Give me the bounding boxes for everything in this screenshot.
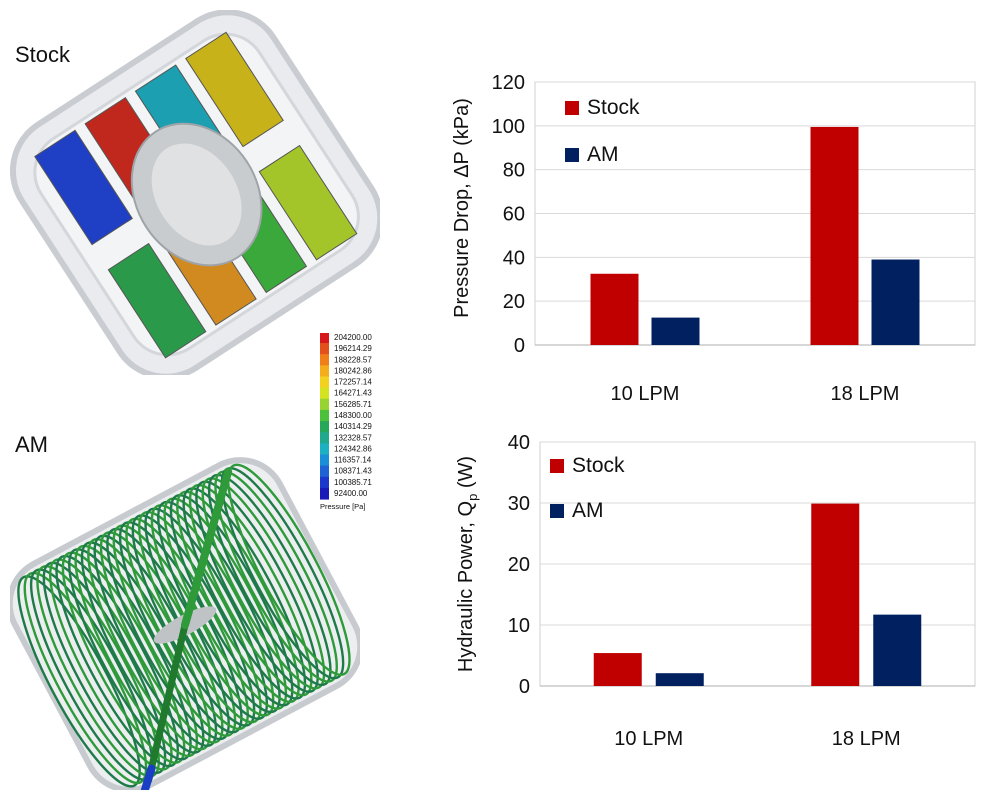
colorbar-tick-label: 92400.00	[334, 489, 368, 498]
bar-am-1	[871, 259, 920, 345]
legend-label-am: AM	[572, 499, 604, 522]
colorbar-tick-label: 124342.86	[334, 444, 372, 453]
colorbar-swatch	[320, 432, 329, 444]
colorbar-tick-label: 196214.29	[334, 344, 372, 353]
stock-channel-upper	[185, 31, 284, 148]
colorbar-swatch	[320, 343, 329, 355]
power-y-axis-label: Hydraulic Power, Qp (W)	[455, 456, 480, 672]
colorbar-swatch	[320, 354, 329, 366]
am-coil-turn	[214, 470, 338, 683]
y-tick-label: 0	[519, 676, 530, 698]
colorbar-ticks: 204200.00 196214.29 188228.57 180242.86 1722…	[334, 333, 372, 498]
power-x-ticks: 10 LPM 18 LPM	[614, 728, 900, 750]
colorbar-swatch	[320, 376, 329, 389]
bar-stock-0	[590, 273, 639, 345]
colorbar-tick-label: 180242.86	[334, 366, 372, 375]
colorbar-swatch	[320, 421, 329, 433]
legend-swatch-am	[565, 148, 579, 162]
am-coil-turn	[17, 575, 141, 788]
colorbar-swatch	[320, 443, 329, 455]
stock-channel-lower	[258, 144, 358, 261]
colorbar-tick-label: 172257.14	[334, 378, 372, 387]
am-coil-turn	[182, 487, 307, 700]
colorbar-tick-label: 164271.43	[334, 389, 372, 398]
colorbar-swatch	[320, 454, 329, 467]
pressure-bars	[590, 126, 920, 345]
am-coil-turn	[23, 571, 148, 785]
x-tick-label: 10 LPM	[614, 728, 683, 750]
colorbar-tick-label: 108371.43	[334, 467, 372, 476]
y-tick-label: 30	[508, 493, 530, 515]
am-coil-turn	[61, 551, 186, 764]
y-tick-label: 100	[492, 116, 525, 138]
colorbar-swatch	[320, 398, 329, 411]
colorbar-tick-label: 156285.71	[334, 400, 372, 409]
am-coil-render	[10, 457, 360, 790]
colorbar-swatch	[320, 409, 329, 422]
colorbar-swatch	[320, 487, 329, 500]
legend-swatch-am	[550, 504, 564, 518]
legend-label-stock: Stock	[572, 454, 625, 477]
y-tick-label: 20	[508, 554, 530, 576]
y-tick-label: 0	[514, 335, 525, 357]
am-coil-turn	[195, 480, 319, 693]
colorbar-tick-label: 204200.00	[334, 333, 372, 342]
pressure-y-axis-label: Pressure Drop, ΔP (kPa)	[451, 98, 473, 318]
y-tick-label: 40	[508, 432, 530, 454]
power-y-ticks: 0 10 20 30 40	[508, 432, 530, 698]
stock-channel-lower	[107, 242, 207, 359]
bar-stock-1	[810, 126, 859, 345]
colorbar-tick-label: 188228.57	[334, 355, 372, 364]
colorbar-tick-label: 132328.57	[334, 433, 372, 442]
x-tick-label: 18 LPM	[831, 383, 900, 405]
x-tick-label: 10 LPM	[611, 383, 680, 405]
colorbar-swatch	[320, 476, 329, 489]
pressure-drop-chart: 0 20 40 60 80 100 120 10 LPM 18 LPM Stock AM Pre…	[451, 72, 976, 405]
legend-swatch-stock	[565, 101, 579, 115]
am-label: AM	[15, 432, 48, 457]
pressure-legend: Stock AM	[565, 96, 640, 166]
colorbar-swatches	[320, 333, 329, 500]
am-coil-turn	[226, 463, 351, 677]
am-coil-turn	[207, 473, 332, 687]
colorbar-tick-label: 100385.71	[334, 478, 372, 487]
colorbar-title: Pressure [Pa]	[320, 502, 365, 511]
pressure-x-ticks: 10 LPM 18 LPM	[611, 383, 900, 405]
pressure-colorbar: 204200.00 196214.29 188228.57 180242.86 1722…	[320, 333, 372, 511]
y-tick-label: 80	[503, 160, 525, 182]
bar-am-0	[655, 673, 704, 686]
stock-manifold-render	[10, 10, 380, 375]
colorbar-tick-label: 116357.14	[334, 456, 372, 465]
y-tick-label: 10	[508, 615, 530, 637]
am-coil-turn	[48, 558, 173, 771]
x-tick-label: 18 LPM	[832, 728, 901, 750]
hydraulic-power-chart: 0 10 20 30 40 10 LPM 18 LPM Stock AM Hydraulic…	[455, 432, 976, 750]
am-coil-turn	[201, 477, 326, 690]
y-tick-label: 120	[492, 72, 525, 94]
colorbar-tick-label: 140314.29	[334, 422, 372, 431]
colorbar-swatch	[320, 465, 329, 478]
legend-swatch-stock	[550, 459, 564, 473]
y-tick-label: 20	[503, 291, 525, 313]
bar-am-0	[651, 317, 700, 345]
pressure-y-ticks: 0 20 40 60 80 100 120	[492, 72, 525, 357]
power-legend: Stock AM	[550, 454, 625, 522]
am-coil-turn	[55, 554, 180, 768]
am-coil-turn	[188, 483, 313, 697]
bar-am-1	[873, 614, 922, 686]
bar-stock-1	[811, 503, 860, 686]
am-coil-turn	[42, 561, 167, 775]
colorbar-tick-label: 148300.00	[334, 411, 372, 420]
legend-label-am: AM	[587, 143, 619, 166]
colorbar-swatch	[320, 333, 329, 344]
y-tick-label: 60	[503, 204, 525, 226]
bar-stock-0	[593, 653, 642, 686]
legend-label-stock: Stock	[587, 96, 640, 119]
stock-label: Stock	[15, 42, 71, 67]
y-tick-label: 40	[503, 247, 525, 269]
colorbar-swatch	[320, 365, 329, 377]
stock-channel-upper	[34, 129, 133, 246]
power-bars	[593, 503, 922, 686]
colorbar-swatch	[320, 387, 329, 400]
